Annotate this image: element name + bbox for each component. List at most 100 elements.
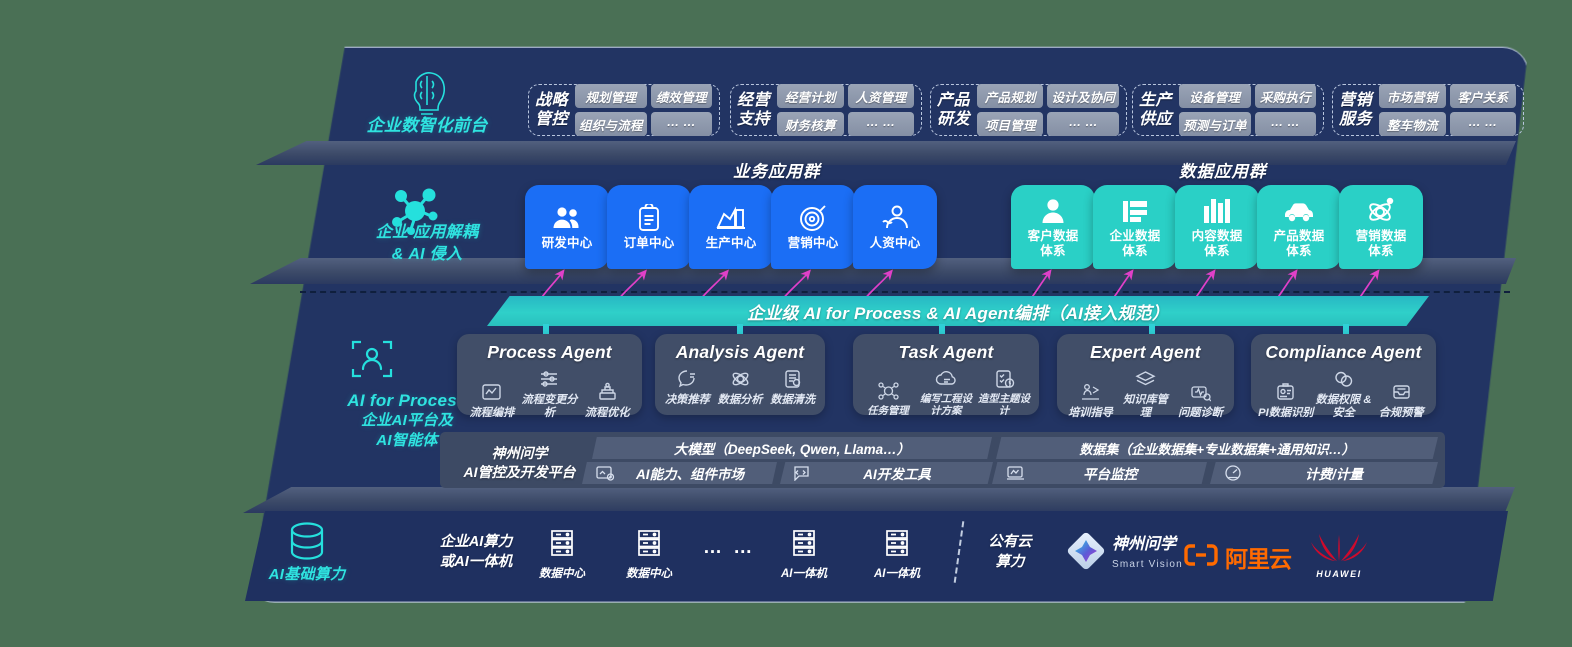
- agent-item[interactable]: 问题诊断: [1173, 380, 1228, 420]
- rail-sublabel-aiprocess: 企业AI平台及 AI智能体: [360, 412, 454, 450]
- data-card-marketing[interactable]: 营销数据 体系: [1339, 185, 1423, 269]
- platform-cell-label: 平台监控: [1083, 467, 1137, 482]
- platform-cell-ai-devtools[interactable]: AI开发工具: [780, 462, 993, 484]
- domain-cell[interactable]: … …: [1254, 112, 1316, 136]
- agent-item[interactable]: 合规预警: [1372, 380, 1430, 420]
- agent-item-label: PI数据识别: [1258, 406, 1314, 419]
- agent-item-label: 任务管理: [867, 405, 909, 417]
- infra-node-2[interactable]: AI一体机: [775, 528, 833, 582]
- data-card-enterprise[interactable]: 企业数据 体系: [1093, 185, 1177, 269]
- infra-node-label: AI一体机: [874, 568, 920, 580]
- shelf-platform-layer: [243, 487, 1515, 513]
- data-card-product[interactable]: 产品数据 体系: [1257, 185, 1341, 269]
- app-card-label: 生产中心: [705, 236, 757, 251]
- domain-cell[interactable]: 经营计划: [777, 84, 844, 108]
- ai-node-icon: [389, 186, 441, 241]
- domain-cell[interactable]: 组织与流程: [575, 112, 647, 136]
- domain-cell[interactable]: … …: [1047, 112, 1119, 136]
- platform-dataset-bar[interactable]: 数据集（企业数据集+专业数据集+通用知识…）: [996, 437, 1438, 459]
- domain-cell[interactable]: 设计及协同: [1047, 84, 1119, 108]
- domain-cell[interactable]: 预测与订单: [1179, 112, 1251, 136]
- domain-cell[interactable]: … …: [1449, 112, 1516, 136]
- agent-item[interactable]: PI数据识别: [1257, 380, 1315, 420]
- domain-group-1[interactable]: 经营 支持 经营计划 人资管理 财务核算 … …: [730, 84, 922, 136]
- vendor-logo-aliyun[interactable]: 阿里云: [1184, 540, 1292, 574]
- agent-item[interactable]: 造型主题设计: [975, 367, 1033, 418]
- vendor-logo-huawei[interactable]: HUAWEI: [1310, 528, 1368, 579]
- domain-cell[interactable]: 采购执行: [1254, 84, 1316, 108]
- agent-item[interactable]: 数据权限 & 安全: [1315, 367, 1373, 420]
- domain-cell[interactable]: 绩效管理: [650, 84, 712, 108]
- domain-cell[interactable]: 财务核算: [777, 112, 844, 136]
- domain-cell[interactable]: 规划管理: [575, 84, 647, 108]
- agent-card-compliance[interactable]: Compliance Agent PI数据识别 数据权限 & 安全 合规预警: [1251, 334, 1436, 419]
- agent-item[interactable]: 决策推荐: [661, 367, 714, 407]
- agent-item-label: 数据分析: [717, 394, 763, 406]
- rail-label-aiprocess: AI for Process: [347, 391, 467, 410]
- agent-item[interactable]: 流程编排: [463, 380, 521, 420]
- infra-node-3[interactable]: AI一体机: [868, 528, 926, 582]
- domain-group-3[interactable]: 生产 供应 设备管理 采购执行 预测与订单 … …: [1132, 84, 1324, 136]
- domain-cell[interactable]: 市场营销: [1379, 84, 1446, 108]
- vendor-logo-smartvision[interactable]: 神州问学 Smart Vision: [1067, 532, 1183, 575]
- rail-label-decouple: 企业 应用解耦 & AI 侵入: [375, 224, 479, 263]
- car-icon: [1283, 196, 1315, 226]
- agent-item[interactable]: 流程优化: [578, 380, 636, 420]
- domain-cell[interactable]: 产品规划: [977, 84, 1044, 108]
- infra-node-1[interactable]: 数据中心: [620, 528, 678, 582]
- domain-title: 营销 服务: [1339, 91, 1373, 128]
- data-card-customer[interactable]: 客户数据 体系: [1011, 185, 1095, 269]
- infra-node-label: AI一体机: [781, 568, 827, 580]
- domain-cell[interactable]: 人资管理: [847, 84, 914, 108]
- data-card-label: 产品数据 体系: [1273, 228, 1325, 258]
- app-card-marketing[interactable]: 营销中心: [771, 185, 855, 269]
- layers-gear-icon: [597, 380, 618, 404]
- server-icon: [634, 528, 664, 563]
- app-card-hr[interactable]: 人资中心: [853, 185, 937, 269]
- agent-item-label: 知识库管理: [1123, 394, 1168, 419]
- shield-clouds-icon: [1333, 367, 1354, 391]
- agent-title: Analysis Agent: [675, 342, 805, 362]
- agent-item[interactable]: 编写工程设计方案: [917, 367, 975, 418]
- data-card-content[interactable]: 内容数据 体系: [1175, 185, 1259, 269]
- domain-cell[interactable]: … …: [847, 112, 914, 136]
- platform-cell-billing[interactable]: 计费/计量: [1210, 462, 1438, 484]
- vendor-name-cn: 阿里云: [1225, 546, 1292, 572]
- platform-cell-ai-market[interactable]: AI能力、组件市场: [582, 462, 777, 484]
- domain-cell[interactable]: 整车物流: [1379, 112, 1446, 136]
- agent-card-process[interactable]: Process Agent 流程编排 流程变更分析 流程优化: [457, 334, 642, 419]
- data-group-title: 数据应用群: [1179, 163, 1267, 181]
- domain-cell[interactable]: 项目管理: [977, 112, 1044, 136]
- cloud-doc-icon: [935, 367, 958, 391]
- agent-item[interactable]: 培训指导: [1063, 380, 1118, 420]
- infra-node-0[interactable]: 数据中心: [533, 528, 591, 582]
- infra-node-label: 数据中心: [626, 568, 672, 580]
- rail-label-compute: AI基础算力: [268, 566, 346, 583]
- domain-group-4[interactable]: 营销 服务 市场营销 客户关系 整车物流 … …: [1332, 84, 1524, 136]
- domain-title: 战略 管控: [535, 91, 569, 128]
- agent-item[interactable]: 任务管理: [859, 379, 917, 418]
- agent-item[interactable]: 数据分析: [714, 367, 767, 407]
- atom-analysis-icon: [730, 367, 751, 391]
- vendor-name-cn: 神州问学: [1112, 535, 1177, 553]
- agent-card-expert[interactable]: Expert Agent 培训指导 知识库管理 问题诊断: [1057, 334, 1234, 419]
- agent-item[interactable]: 流程变更分析: [521, 367, 579, 420]
- agent-item[interactable]: 数据清洗: [766, 367, 819, 407]
- agent-card-task[interactable]: Task Agent 任务管理 编写工程设计方案 造型主题设计: [853, 334, 1039, 418]
- app-card-rd[interactable]: 研发中心: [525, 185, 609, 269]
- app-card-order[interactable]: 订单中心: [607, 185, 691, 269]
- domain-group-0[interactable]: 战略 管控 规划管理 绩效管理 组织与流程 … …: [528, 84, 720, 136]
- agent-item-label: 编写工程设计方案: [920, 394, 972, 417]
- app-card-production[interactable]: 生产中心: [689, 185, 773, 269]
- domain-title: 经营 支持: [737, 91, 771, 128]
- agent-card-analysis[interactable]: Analysis Agent 决策推荐 数据分析 数据清洗: [655, 334, 825, 415]
- atom-icon: [1367, 196, 1395, 226]
- domain-cell[interactable]: 客户关系: [1449, 84, 1516, 108]
- agent-item[interactable]: 知识库管理: [1118, 367, 1173, 420]
- platform-large-model-bar[interactable]: 大模型（DeepSeek, Qwen, Llama…）: [592, 437, 992, 459]
- platform-cell-monitor[interactable]: 平台监控: [992, 462, 1207, 484]
- domain-cell[interactable]: 设备管理: [1179, 84, 1251, 108]
- id-card-icon: [1275, 380, 1296, 404]
- domain-group-2[interactable]: 产品 研发 产品规划 设计及协同 项目管理 … …: [930, 84, 1127, 136]
- domain-cell[interactable]: … …: [650, 112, 712, 136]
